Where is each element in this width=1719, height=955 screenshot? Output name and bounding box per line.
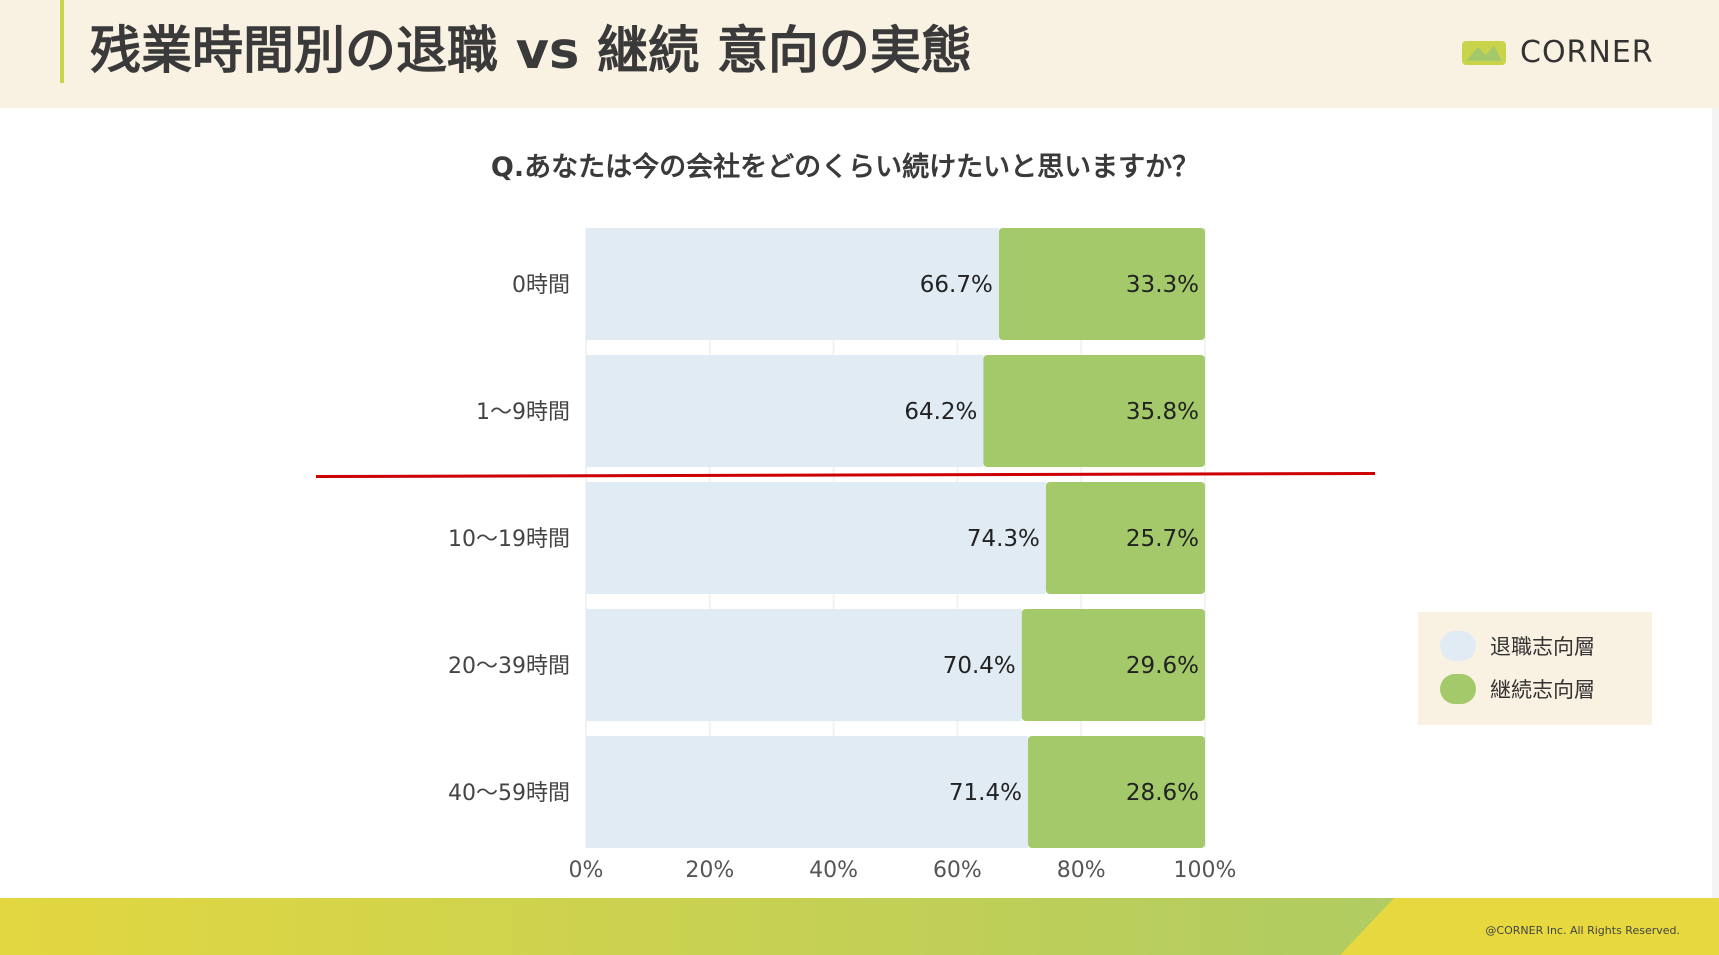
bar-stay [1027, 736, 1205, 848]
data-label: 70.4% [943, 653, 1016, 679]
logo: CORNER [1462, 32, 1654, 72]
data-label: 28.6% [1126, 780, 1199, 806]
header-bar: 残業時間別の退職 vs 継続 意向の実態 CORNER [0, 0, 1719, 108]
category-label: 40〜59時間 [448, 781, 570, 806]
category-label: 1〜9時間 [476, 400, 570, 425]
data-label: 66.7% [920, 272, 993, 298]
x-tick-label: 80% [1057, 858, 1106, 883]
bar-leave [586, 355, 984, 467]
red-divider-line [315, 472, 1376, 478]
x-tick-label: 60% [933, 858, 982, 883]
category-label: 0時間 [512, 273, 570, 298]
bar-stay [1021, 609, 1205, 721]
x-tick-label: 0% [569, 858, 604, 883]
logo-text: CORNER [1520, 34, 1654, 70]
data-label: 74.3% [967, 526, 1040, 552]
legend-swatch-stay [1440, 674, 1476, 704]
x-tick-label: 100% [1174, 858, 1237, 883]
header-accent-bar [60, 0, 64, 83]
copyright-text: @CORNER Inc. All Rights Reserved. [1485, 924, 1680, 937]
chart-legend: 退職志向層 継続志向層 [1418, 612, 1652, 725]
bar-stay [1045, 482, 1205, 594]
legend-label-leave: 退職志向層 [1490, 635, 1595, 659]
legend-item-leave: 退職志向層 [1440, 630, 1595, 662]
chart-title: Q.あなたは今の会社をどのくらい続けたいと思いますか？ [490, 152, 1200, 183]
legend-item-stay: 継続志向層 [1440, 673, 1595, 705]
category-label: 20〜39時間 [448, 654, 570, 679]
footer-band [0, 898, 1719, 955]
corner-logo-icon [1462, 41, 1506, 65]
category-label: 10〜19時間 [448, 527, 570, 552]
data-label: 33.3% [1126, 272, 1199, 298]
bar-leave [586, 228, 999, 340]
data-label: 64.2% [904, 399, 977, 425]
bar-stay [998, 228, 1205, 340]
data-label: 29.6% [1126, 653, 1199, 679]
x-tick-label: 40% [809, 858, 858, 883]
x-tick-label: 20% [685, 858, 734, 883]
bar-leave [586, 609, 1022, 721]
bar-stay [983, 355, 1205, 467]
bar-leave [586, 482, 1046, 594]
data-label: 71.4% [949, 780, 1022, 806]
legend-swatch-leave [1440, 631, 1476, 661]
bar-leave [586, 736, 1028, 848]
data-label: 25.7% [1126, 526, 1199, 552]
data-label: 35.8% [1126, 399, 1199, 425]
right-edge-strip [1712, 108, 1719, 898]
legend-label-stay: 継続志向層 [1490, 678, 1595, 702]
page-title: 残業時間別の退職 vs 継続 意向の実態 [90, 22, 972, 81]
